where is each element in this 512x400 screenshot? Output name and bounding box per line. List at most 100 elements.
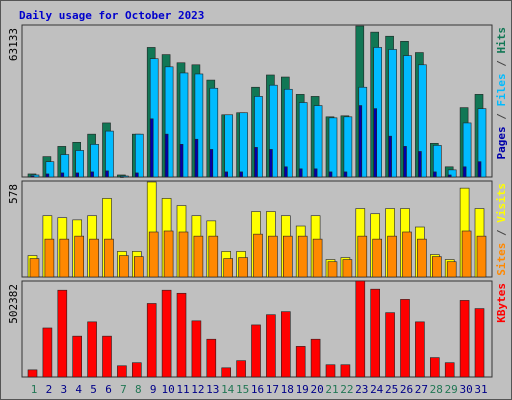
x-tick-label: 10 xyxy=(161,383,174,396)
bar xyxy=(238,257,248,278)
bar xyxy=(59,238,70,278)
chart-title: Daily usage for October 2023 xyxy=(19,9,204,22)
bar xyxy=(208,235,219,278)
bar xyxy=(223,258,233,278)
x-tick-label: 11 xyxy=(176,383,189,396)
bar xyxy=(120,176,124,178)
bar xyxy=(60,154,70,178)
bar xyxy=(176,292,187,378)
bar xyxy=(194,138,199,178)
bar xyxy=(45,173,50,178)
x-tick-label: 27 xyxy=(415,383,428,396)
bar xyxy=(385,312,395,378)
x-tick-label: 29 xyxy=(445,383,458,396)
y-tick-label: 63133 xyxy=(7,28,20,61)
bar xyxy=(135,172,139,178)
bar xyxy=(312,238,323,278)
bar xyxy=(90,171,94,178)
bar xyxy=(45,161,55,178)
bar xyxy=(254,96,263,178)
bar xyxy=(29,258,40,278)
x-tick-label: 18 xyxy=(281,383,294,396)
bar xyxy=(75,150,84,178)
bar xyxy=(387,235,397,278)
bar xyxy=(474,308,485,378)
bar xyxy=(149,58,159,178)
bar xyxy=(72,335,82,378)
bar xyxy=(462,122,472,178)
bar xyxy=(313,168,318,178)
bar xyxy=(342,259,353,278)
bar xyxy=(90,144,99,178)
x-tick-label: 9 xyxy=(150,383,157,396)
bar xyxy=(328,117,338,178)
bar xyxy=(298,102,308,178)
bar xyxy=(298,168,303,178)
bar xyxy=(60,172,65,178)
x-tick-label: 3 xyxy=(60,383,67,396)
bar xyxy=(191,320,202,378)
bar xyxy=(447,174,452,178)
legend-separator: / xyxy=(495,223,508,243)
bar xyxy=(102,335,112,378)
bar xyxy=(42,327,53,378)
bar xyxy=(310,338,321,378)
bar xyxy=(105,130,114,178)
bar xyxy=(236,360,246,378)
bar xyxy=(297,235,308,278)
bar xyxy=(224,114,233,178)
bar xyxy=(355,280,366,378)
legend-entry: Pages xyxy=(495,126,508,159)
bar xyxy=(403,55,412,178)
bar xyxy=(119,255,129,278)
x-tick-label: 5 xyxy=(90,383,97,396)
bar xyxy=(372,238,383,278)
bar xyxy=(30,175,35,178)
bar xyxy=(283,166,288,178)
bar xyxy=(431,256,442,278)
bar xyxy=(432,171,437,178)
bar xyxy=(221,367,231,378)
x-tick-label: 2 xyxy=(46,383,53,396)
bar xyxy=(253,233,263,278)
bar xyxy=(325,364,336,378)
bar xyxy=(87,321,97,378)
bar xyxy=(459,300,470,378)
x-tick-label: 4 xyxy=(75,383,82,396)
x-tick-label: 6 xyxy=(105,383,112,396)
bar xyxy=(224,171,228,178)
bar xyxy=(266,314,276,378)
bar xyxy=(418,151,422,178)
bar xyxy=(268,235,278,278)
bar xyxy=(239,171,243,178)
bar xyxy=(447,169,457,178)
x-tick-label: 12 xyxy=(191,383,204,396)
bar xyxy=(328,171,333,178)
x-tick-label: 17 xyxy=(266,383,279,396)
bar xyxy=(269,84,278,178)
bar xyxy=(57,289,68,378)
bar xyxy=(134,256,144,278)
bar xyxy=(282,235,293,278)
x-tick-label: 31 xyxy=(474,383,487,396)
bar xyxy=(357,235,368,278)
bar xyxy=(164,66,174,178)
bar xyxy=(149,118,154,178)
legend-entry: Files xyxy=(495,73,508,106)
bar xyxy=(444,362,455,378)
bar xyxy=(418,64,427,178)
bar xyxy=(105,170,109,178)
bar xyxy=(74,235,84,278)
legend-separator: / xyxy=(495,107,508,127)
bar xyxy=(269,149,273,178)
legend-entry: KBytes xyxy=(495,283,508,323)
legend-separator: / xyxy=(495,54,508,74)
bar xyxy=(327,261,338,278)
bar xyxy=(429,357,440,378)
bar xyxy=(146,303,157,378)
x-tick-label: 30 xyxy=(459,383,472,396)
bar xyxy=(400,299,410,378)
bar xyxy=(117,365,127,378)
bar xyxy=(388,49,397,178)
